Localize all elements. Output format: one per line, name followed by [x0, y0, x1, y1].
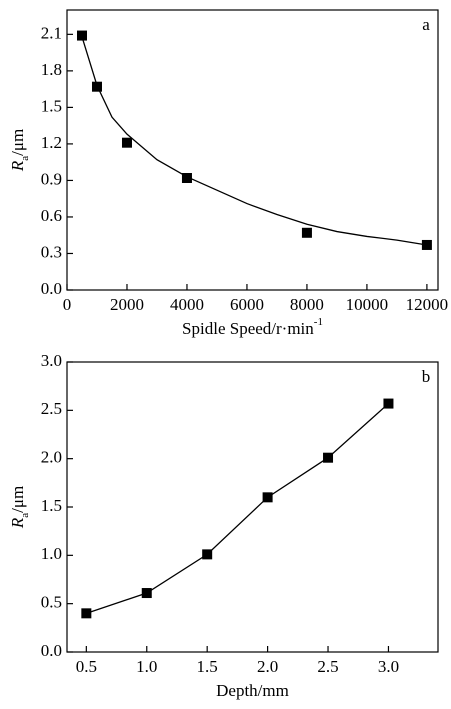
y-axis-label-sub: a	[19, 513, 31, 518]
x-tick-label: 2.5	[317, 657, 338, 676]
data-point	[301, 227, 312, 238]
y-tick-label: 0.0	[41, 641, 62, 660]
data-point	[141, 588, 152, 599]
x-tick-label: 1.5	[197, 657, 218, 676]
y-tick-label: 0.5	[41, 593, 62, 612]
x-tick-label: 12000	[406, 295, 449, 314]
x-tick-label: 1.0	[136, 657, 157, 676]
fit-curve	[81, 36, 428, 246]
y-axis-label: Ra/μm	[8, 486, 31, 529]
y-tick-label: 1.2	[41, 133, 62, 152]
x-axis-label-text: Depth/mm	[216, 681, 289, 700]
y-axis-label: Ra/μm	[8, 129, 31, 172]
y-tick-label: 0.0	[41, 279, 62, 298]
data-line	[86, 403, 389, 614]
x-tick-label: 2000	[110, 295, 144, 314]
x-axis-label: Depth/mm	[216, 681, 289, 700]
y-axis-label-unit: /μm	[8, 129, 27, 156]
y-axis-label-unit: /μm	[8, 486, 27, 513]
x-axis-label-text: Spidle Speed/r·min	[182, 319, 314, 338]
y-tick-label: 3.0	[41, 351, 62, 370]
data-point	[181, 173, 192, 183]
data-point	[121, 137, 132, 148]
data-point	[262, 492, 273, 503]
x-tick-label: 10000	[346, 295, 389, 314]
x-tick-label: 0	[63, 295, 72, 314]
data-point	[421, 239, 432, 250]
y-tick-label: 1.0	[41, 544, 62, 563]
x-axis-label: Spidle Speed/r·min-1	[182, 316, 323, 338]
x-tick-label: 2.0	[257, 657, 278, 676]
y-axis-label-symbol: R	[8, 160, 27, 172]
data-point	[91, 81, 102, 92]
x-axis-label-sup: -1	[314, 316, 323, 328]
y-tick-label: 1.8	[41, 60, 62, 79]
y-tick-label: 0.6	[41, 206, 62, 225]
data-point	[202, 549, 213, 560]
y-tick-label: 1.5	[41, 496, 62, 515]
x-tick-label: 6000	[230, 295, 264, 314]
plot-frame	[66, 361, 439, 653]
data-point	[323, 452, 334, 463]
y-tick-label: 2.5	[41, 399, 62, 418]
y-tick-label: 1.5	[41, 96, 62, 115]
x-tick-label: 4000	[170, 295, 204, 314]
panel-label: b	[422, 367, 431, 386]
y-axis-label-sub: a	[19, 156, 31, 161]
y-tick-label: 2.1	[41, 23, 62, 42]
y-tick-label: 0.9	[41, 169, 62, 188]
x-tick-label: 8000	[290, 295, 324, 314]
data-point	[76, 30, 87, 41]
y-tick-label: 2.0	[41, 448, 62, 467]
plot-frame	[66, 9, 439, 291]
panel-label: a	[422, 15, 430, 34]
y-axis-label-symbol: R	[8, 517, 27, 529]
data-point	[81, 608, 92, 619]
data-point	[383, 398, 394, 409]
x-tick-label: 3.0	[378, 657, 399, 676]
y-tick-label: 0.3	[41, 242, 62, 261]
x-tick-label: 0.5	[76, 657, 97, 676]
